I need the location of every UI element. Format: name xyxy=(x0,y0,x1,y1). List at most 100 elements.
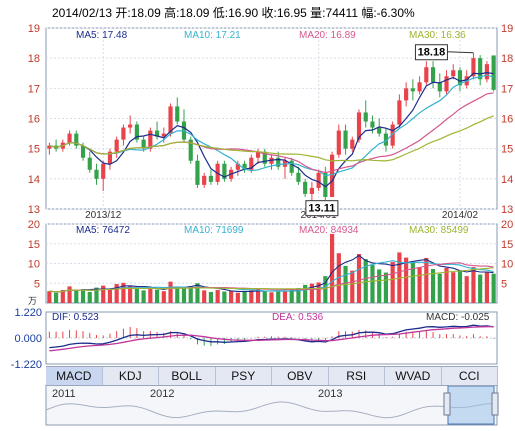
navigator-left-handle xyxy=(443,392,451,416)
volume-bar xyxy=(249,290,254,303)
max-price-pointer xyxy=(447,51,474,54)
volume-bar xyxy=(404,257,409,303)
candle-body xyxy=(222,163,227,179)
price-legend-ma5: MA5: 17.48 xyxy=(76,30,128,41)
volume-bar xyxy=(464,276,469,303)
volume-bar xyxy=(148,287,153,303)
tab-wvad[interactable]: WVAD xyxy=(385,367,442,385)
price-tick-right: 16 xyxy=(501,114,513,126)
volume-bar xyxy=(390,261,395,303)
volume-bar xyxy=(457,270,463,303)
price-tick-left: 16 xyxy=(28,114,40,126)
candle-body xyxy=(87,157,92,170)
candle-body xyxy=(296,172,301,182)
candle-body xyxy=(195,160,200,185)
max-price-label: 18.18 xyxy=(418,47,446,59)
volume-legend-ma20: MA20: 84934 xyxy=(299,225,359,236)
price-tick-right: 19 xyxy=(501,23,513,35)
candle-body xyxy=(242,163,247,170)
candle-body xyxy=(168,106,173,134)
volume-bar xyxy=(282,290,288,303)
volume-tick-right: 15 xyxy=(501,239,513,251)
volume-tick-right: 20 xyxy=(501,219,513,231)
candle-body xyxy=(154,130,160,137)
candle-body xyxy=(383,133,389,146)
volume-bar xyxy=(451,272,456,303)
quote-header: 2014/02/13 开:18.09 高:18.09 低:16.90 收:16.… xyxy=(0,0,515,22)
candle-body xyxy=(417,82,422,92)
volume-tick-left: 5 xyxy=(34,278,40,290)
volume-bar xyxy=(417,267,422,303)
price-legend-ma30: MA30: 16.36 xyxy=(409,30,466,41)
candle-body xyxy=(94,169,99,179)
macd-tick: 1.220 xyxy=(14,307,42,319)
price-legend-ma20: MA20: 16.89 xyxy=(299,30,356,41)
candle-body xyxy=(350,139,355,149)
candle-body xyxy=(491,55,496,90)
volume-tick-right: 10 xyxy=(501,259,513,271)
tab-obv[interactable]: OBV xyxy=(272,367,329,385)
volume-legend-ma10: MA10: 71699 xyxy=(184,225,244,236)
tab-macd[interactable]: MACD xyxy=(46,367,103,385)
price-tick-left: 15 xyxy=(28,144,40,156)
tab-psy[interactable]: PSY xyxy=(216,367,272,385)
volume-bar xyxy=(74,290,79,303)
volume-bar xyxy=(323,276,328,303)
candle-body xyxy=(188,139,193,161)
candle-body xyxy=(269,157,274,164)
volume-bar xyxy=(208,291,214,303)
candle-body xyxy=(276,157,281,167)
volume-bar xyxy=(114,284,119,303)
volume-bar xyxy=(430,269,436,303)
candle-body xyxy=(478,58,483,80)
volume-bar xyxy=(478,274,483,303)
tab-rsi[interactable]: RSI xyxy=(329,367,385,385)
tab-cci[interactable]: CCI xyxy=(442,367,498,385)
price-tick-left: 13 xyxy=(28,204,40,216)
price-tick-right: 13 xyxy=(501,204,513,216)
candle-body xyxy=(128,124,133,128)
price-tick-right: 14 xyxy=(501,174,513,186)
price-tick-right: 18 xyxy=(501,53,513,65)
candle-body xyxy=(430,67,436,83)
candle-body xyxy=(444,76,449,92)
price-tick-left: 19 xyxy=(28,23,40,35)
volume-bar xyxy=(356,254,362,303)
price-tick-left: 14 xyxy=(28,174,40,186)
candle-body xyxy=(134,124,139,140)
volume-bar xyxy=(309,283,314,303)
candle-body xyxy=(255,151,261,158)
volume-bar xyxy=(289,289,294,303)
volume-bar xyxy=(276,291,281,303)
candle-body xyxy=(356,112,362,140)
volume-bar xyxy=(175,286,180,303)
volume-tick-left: 10 xyxy=(28,259,40,271)
volume-bar xyxy=(229,290,234,303)
volume-bar xyxy=(296,287,301,303)
tab-boll[interactable]: BOLL xyxy=(159,367,216,385)
volume-bar xyxy=(383,272,389,303)
candle-body xyxy=(161,133,166,137)
volume-bar xyxy=(363,259,368,303)
price-tick-right: 15 xyxy=(501,144,513,156)
volume-tick-left: 20 xyxy=(28,219,40,231)
candle-body xyxy=(249,157,254,170)
dea-line xyxy=(49,325,494,352)
candle-body xyxy=(101,163,106,179)
candle-body xyxy=(303,181,308,194)
candle-body xyxy=(484,64,489,80)
volume-bar xyxy=(316,282,321,303)
navigator-sparkline xyxy=(45,401,498,419)
candle-body xyxy=(148,130,153,149)
candle-body xyxy=(262,151,267,164)
candle-body xyxy=(404,88,409,101)
price-tick-left: 17 xyxy=(28,83,40,95)
volume-bar xyxy=(107,289,113,303)
volume-bar xyxy=(141,290,146,303)
navigator-year-label: 2013 xyxy=(318,388,342,400)
candle-body xyxy=(451,70,456,77)
tab-kdj[interactable]: KDJ xyxy=(103,367,159,385)
candle-body xyxy=(235,163,240,170)
volume-bar xyxy=(54,292,59,303)
candle-body xyxy=(370,121,375,128)
